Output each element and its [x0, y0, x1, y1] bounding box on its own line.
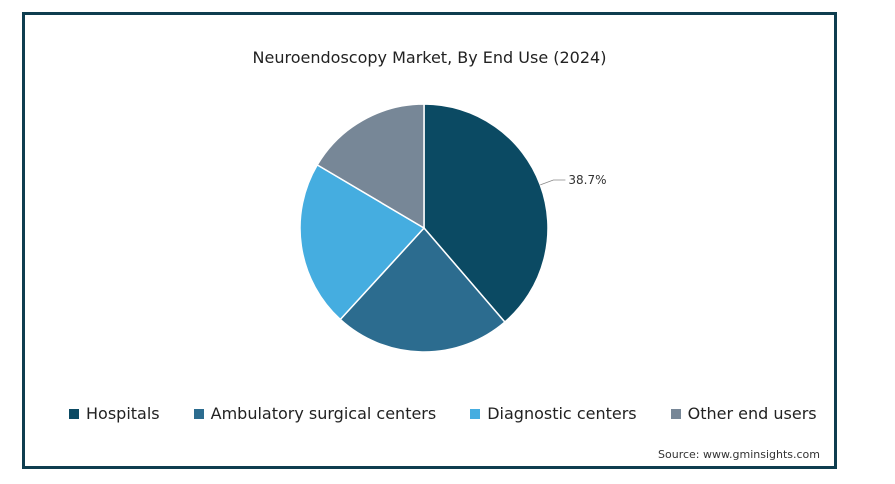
pie-chart: 38.7%	[299, 103, 607, 353]
legend-item-diagnostic-centers: Diagnostic centers	[470, 404, 637, 423]
pie-slice-other-end-users	[316, 103, 425, 230]
legend-label: Diagnostic centers	[487, 404, 637, 423]
legend-swatch	[670, 408, 681, 419]
legend-label: Hospitals	[86, 404, 160, 423]
pie-slice-hospitals	[423, 103, 549, 324]
legend-label: Other end users	[687, 404, 817, 423]
source-note: Source: www.gminsights.com	[658, 448, 820, 461]
legend-label: Ambulatory surgical centers	[210, 404, 437, 423]
chart-title: Neuroendoscopy Market, By End Use (2024)	[252, 48, 607, 67]
chart-frame: Neuroendoscopy Market, By End Use (2024)…	[22, 12, 837, 469]
data-label-hospitals: 38.7%	[568, 173, 606, 187]
data-label-leader-line	[540, 179, 566, 186]
legend-swatch	[470, 408, 481, 419]
legend-swatch	[69, 408, 79, 419]
pie-slice-ambulatory-surgical-centers	[339, 226, 506, 353]
legend-swatch	[193, 408, 204, 419]
chart-legend: Hospitals Ambulatory surgical centers Diag…	[69, 404, 851, 423]
legend-item-other-end-users: Other end users	[670, 404, 817, 423]
legend-item-hospitals: Hospitals	[69, 404, 160, 423]
legend-item-ambulatory-surgical-centers: Ambulatory surgical centers	[193, 404, 437, 423]
pie-slice-diagnostic-centers	[299, 163, 426, 321]
